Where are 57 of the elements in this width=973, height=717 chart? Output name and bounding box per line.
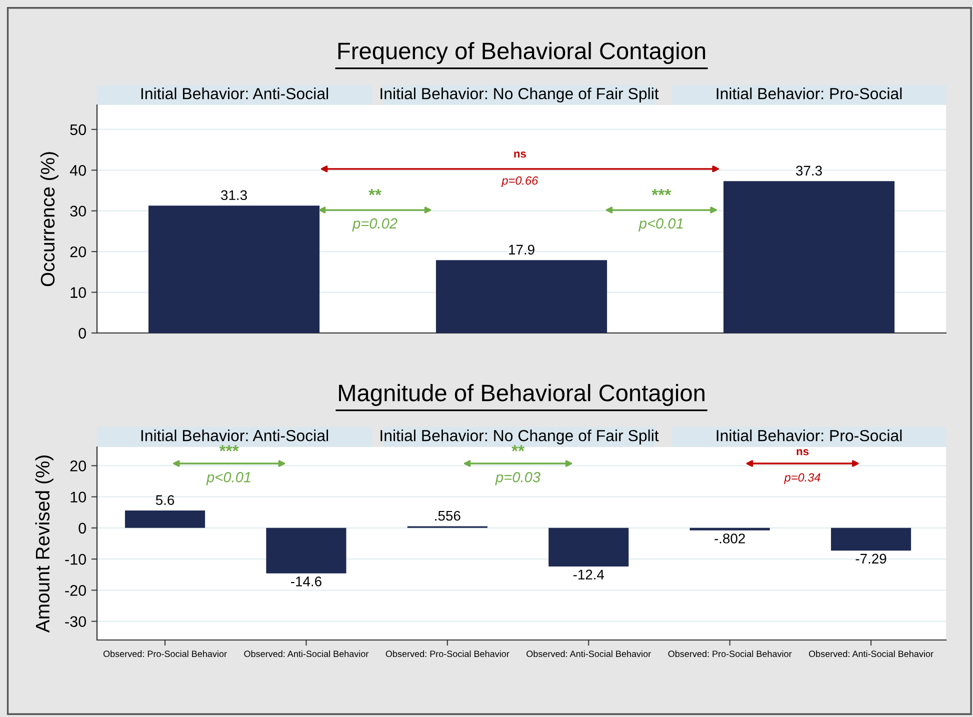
y-tick-label: -10 (65, 554, 86, 565)
bar (124, 510, 206, 528)
x-tick-label: Observed: Anti-Social Behavior (244, 650, 369, 658)
y-tick-label: 20 (70, 246, 86, 258)
bar (723, 181, 895, 333)
annotation: p=0.34 (784, 473, 820, 484)
y-tick-label: -20 (65, 585, 86, 596)
x-tick-label: Observed: Pro-Social Behavior (103, 650, 227, 658)
annotation: p<0.01 (638, 218, 683, 232)
data-label: 37.3 (796, 166, 822, 176)
chart-title: Magnitude of Behavioral Contagion (339, 384, 704, 406)
annotation: *** (219, 445, 239, 452)
text: Initial Behavior: No Change of Fair Split (380, 430, 659, 444)
x-tick-label: Observed: Pro-Social Behavior (386, 650, 510, 658)
y-tick-label: 40 (70, 165, 86, 176)
data-label: 5.6 (156, 495, 174, 505)
text: Initial Behavior: No Change of Fair Split (380, 88, 659, 102)
bar (266, 528, 346, 574)
text: Initial Behavior: Pro-Social (716, 88, 902, 100)
data-label: -12.4 (573, 570, 604, 580)
bar (148, 206, 320, 333)
y-tick-label: 30 (70, 206, 86, 217)
text: Initial Behavior: Pro-Social (716, 430, 902, 442)
y-tick-label: -30 (65, 616, 86, 628)
bar (548, 528, 629, 567)
text: Initial Behavior: Anti-Social (141, 430, 328, 442)
y-axis-title: Occurrence (%) (40, 152, 58, 286)
y-tick-label: 0 (78, 522, 86, 534)
bar (690, 528, 770, 530)
annotation: p=0.66 (501, 176, 538, 188)
data-label: -14.6 (290, 576, 322, 586)
data-label: -.802 (714, 534, 745, 544)
text: Initial Behavior: Anti-Social (141, 88, 328, 100)
chart-title: Frequency of Behavioral Contagion (338, 42, 706, 64)
data-label: 31.3 (221, 190, 247, 200)
y-tick-label: 0 (78, 328, 86, 339)
annotation: *** (652, 189, 672, 196)
annotation: ** (512, 445, 524, 452)
y-tick-label: 10 (70, 287, 86, 298)
data-label: -7.29 (856, 554, 886, 564)
annotation: p<0.01 (206, 472, 250, 486)
y-tick-label: 50 (70, 124, 86, 136)
annotation: p=0.03 (495, 472, 540, 486)
data-label: .556 (435, 510, 460, 521)
x-tick-label: Observed: Pro-Social Behavior (668, 650, 792, 658)
annotation: ** (368, 189, 382, 196)
annotation: ns (514, 152, 526, 158)
y-tick-label: 10 (70, 492, 86, 502)
y-tick-label: 20 (70, 460, 86, 472)
y-axis-title: Amount Revised (%) (35, 456, 54, 633)
annotation: ns (796, 449, 809, 456)
annotation: p=0.02 (352, 218, 398, 232)
data-label: 17.9 (509, 244, 534, 255)
bar (436, 260, 608, 333)
bar (830, 528, 912, 551)
x-tick-label: Observed: Anti-Social Behavior (526, 650, 651, 658)
x-tick-label: Observed: Anti-Social Behavior (808, 650, 934, 658)
